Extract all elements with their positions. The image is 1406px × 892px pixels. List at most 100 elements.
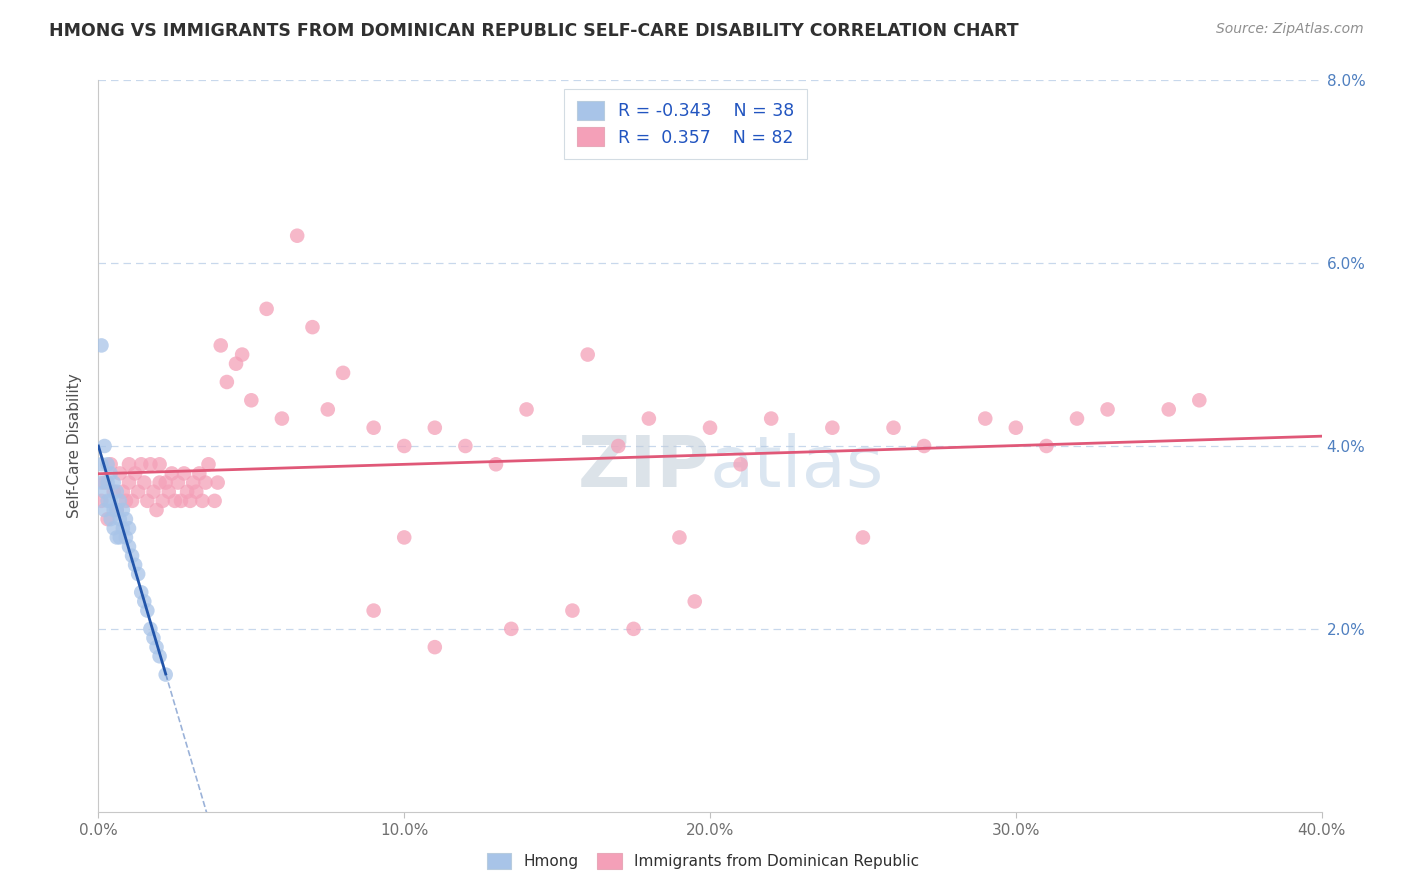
Point	[392, 530, 416, 544]
Point	[181, 475, 204, 490]
Point	[759, 411, 782, 425]
Point	[173, 467, 195, 481]
Point	[93, 484, 115, 499]
Point	[316, 402, 339, 417]
Point	[124, 558, 146, 572]
Point	[90, 338, 112, 352]
Point	[683, 594, 706, 608]
Point	[118, 458, 141, 472]
Point	[179, 494, 201, 508]
Point	[115, 512, 138, 526]
Point	[423, 421, 446, 435]
Point	[231, 347, 253, 362]
Point	[108, 530, 131, 544]
Point	[115, 494, 138, 508]
Point	[363, 421, 385, 435]
Point	[194, 475, 217, 490]
Point	[821, 421, 844, 435]
Point	[142, 484, 165, 499]
Point	[134, 594, 156, 608]
Point	[170, 494, 193, 508]
Point	[118, 521, 141, 535]
Point	[160, 467, 183, 481]
Point	[93, 439, 115, 453]
Point	[155, 667, 177, 681]
Point	[118, 540, 141, 554]
Point	[423, 640, 446, 655]
Point	[204, 494, 226, 508]
Point	[186, 484, 208, 499]
Point	[637, 411, 661, 425]
Point	[209, 338, 232, 352]
Point	[561, 604, 583, 618]
Point	[100, 512, 122, 526]
Point	[176, 484, 198, 499]
Point	[516, 402, 538, 417]
Point	[501, 622, 523, 636]
Point	[100, 467, 122, 481]
Point	[730, 458, 752, 472]
Point	[163, 494, 186, 508]
Point	[191, 494, 214, 508]
Point	[111, 484, 134, 499]
Point	[270, 411, 292, 425]
Point	[139, 622, 162, 636]
Point	[93, 475, 115, 490]
Point	[668, 530, 690, 544]
Point	[97, 494, 120, 508]
Point	[852, 530, 875, 544]
Point	[155, 475, 177, 490]
Point	[127, 567, 149, 582]
Point	[103, 521, 125, 535]
Point	[139, 458, 162, 472]
Point	[108, 467, 131, 481]
Y-axis label: Self-Care Disability: Self-Care Disability	[67, 374, 83, 518]
Point	[97, 475, 120, 490]
Legend: Hmong, Immigrants from Dominican Republic: Hmong, Immigrants from Dominican Republi…	[481, 847, 925, 875]
Point	[607, 439, 630, 453]
Point	[912, 439, 935, 453]
Point	[149, 475, 172, 490]
Point	[285, 228, 308, 243]
Point	[454, 439, 477, 453]
Point	[225, 357, 247, 371]
Text: HMONG VS IMMIGRANTS FROM DOMINICAN REPUBLIC SELF-CARE DISABILITY CORRELATION CHA: HMONG VS IMMIGRANTS FROM DOMINICAN REPUB…	[49, 22, 1019, 40]
Point	[363, 604, 385, 618]
Point	[100, 494, 122, 508]
Point	[167, 475, 190, 490]
Point	[103, 475, 125, 490]
Point	[1097, 402, 1119, 417]
Point	[207, 475, 229, 490]
Point	[115, 530, 138, 544]
Point	[105, 530, 128, 544]
Point	[105, 503, 128, 517]
Point	[215, 375, 238, 389]
Point	[97, 512, 120, 526]
Point	[188, 467, 211, 481]
Point	[136, 604, 159, 618]
Point	[90, 475, 112, 490]
Point	[118, 475, 141, 490]
Point	[136, 494, 159, 508]
Point	[129, 458, 152, 472]
Point	[103, 503, 125, 517]
Point	[301, 320, 323, 334]
Point	[127, 484, 149, 499]
Point	[197, 458, 219, 472]
Point	[157, 484, 180, 499]
Point	[121, 494, 143, 508]
Point	[392, 439, 416, 453]
Point	[699, 421, 721, 435]
Point	[1004, 421, 1026, 435]
Point	[105, 503, 128, 517]
Point	[105, 484, 128, 499]
Point	[97, 458, 120, 472]
Point	[256, 301, 278, 316]
Point	[100, 458, 122, 472]
Point	[124, 467, 146, 481]
Point	[576, 347, 599, 362]
Point	[145, 503, 167, 517]
Legend: R = -0.343    N = 38, R =  0.357    N = 82: R = -0.343 N = 38, R = 0.357 N = 82	[564, 89, 807, 159]
Text: Source: ZipAtlas.com: Source: ZipAtlas.com	[1216, 22, 1364, 37]
Point	[149, 458, 172, 472]
